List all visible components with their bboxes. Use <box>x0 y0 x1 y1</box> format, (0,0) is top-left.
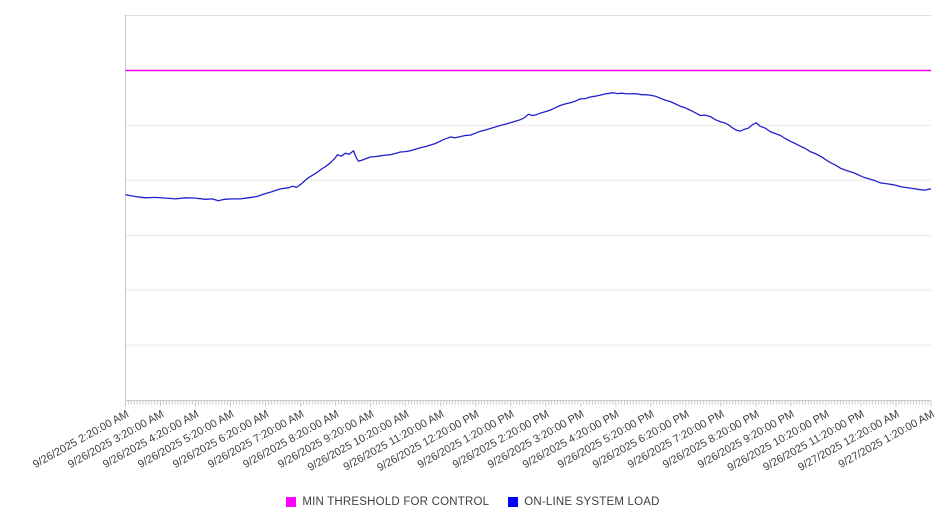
legend-label-online-system-load: ON-LINE SYSTEM LOAD <box>524 496 660 508</box>
legend-item-online-system-load[interactable]: ON-LINE SYSTEM LOAD <box>508 496 659 508</box>
legend-item-min-threshold[interactable]: MIN THRESHOLD FOR CONTROL <box>286 496 489 508</box>
chart-legend: MIN THRESHOLD FOR CONTROL ON-LINE SYSTEM… <box>0 496 946 508</box>
load-swatch-icon <box>508 497 519 507</box>
threshold-swatch-icon <box>286 497 297 507</box>
online-system-load-line <box>125 92 932 202</box>
plot-area: 9/26/2025 2:20:00 AM9/26/2025 3:20:00 AM… <box>31 14 936 474</box>
legend-label-min-threshold: MIN THRESHOLD FOR CONTROL <box>302 496 490 508</box>
